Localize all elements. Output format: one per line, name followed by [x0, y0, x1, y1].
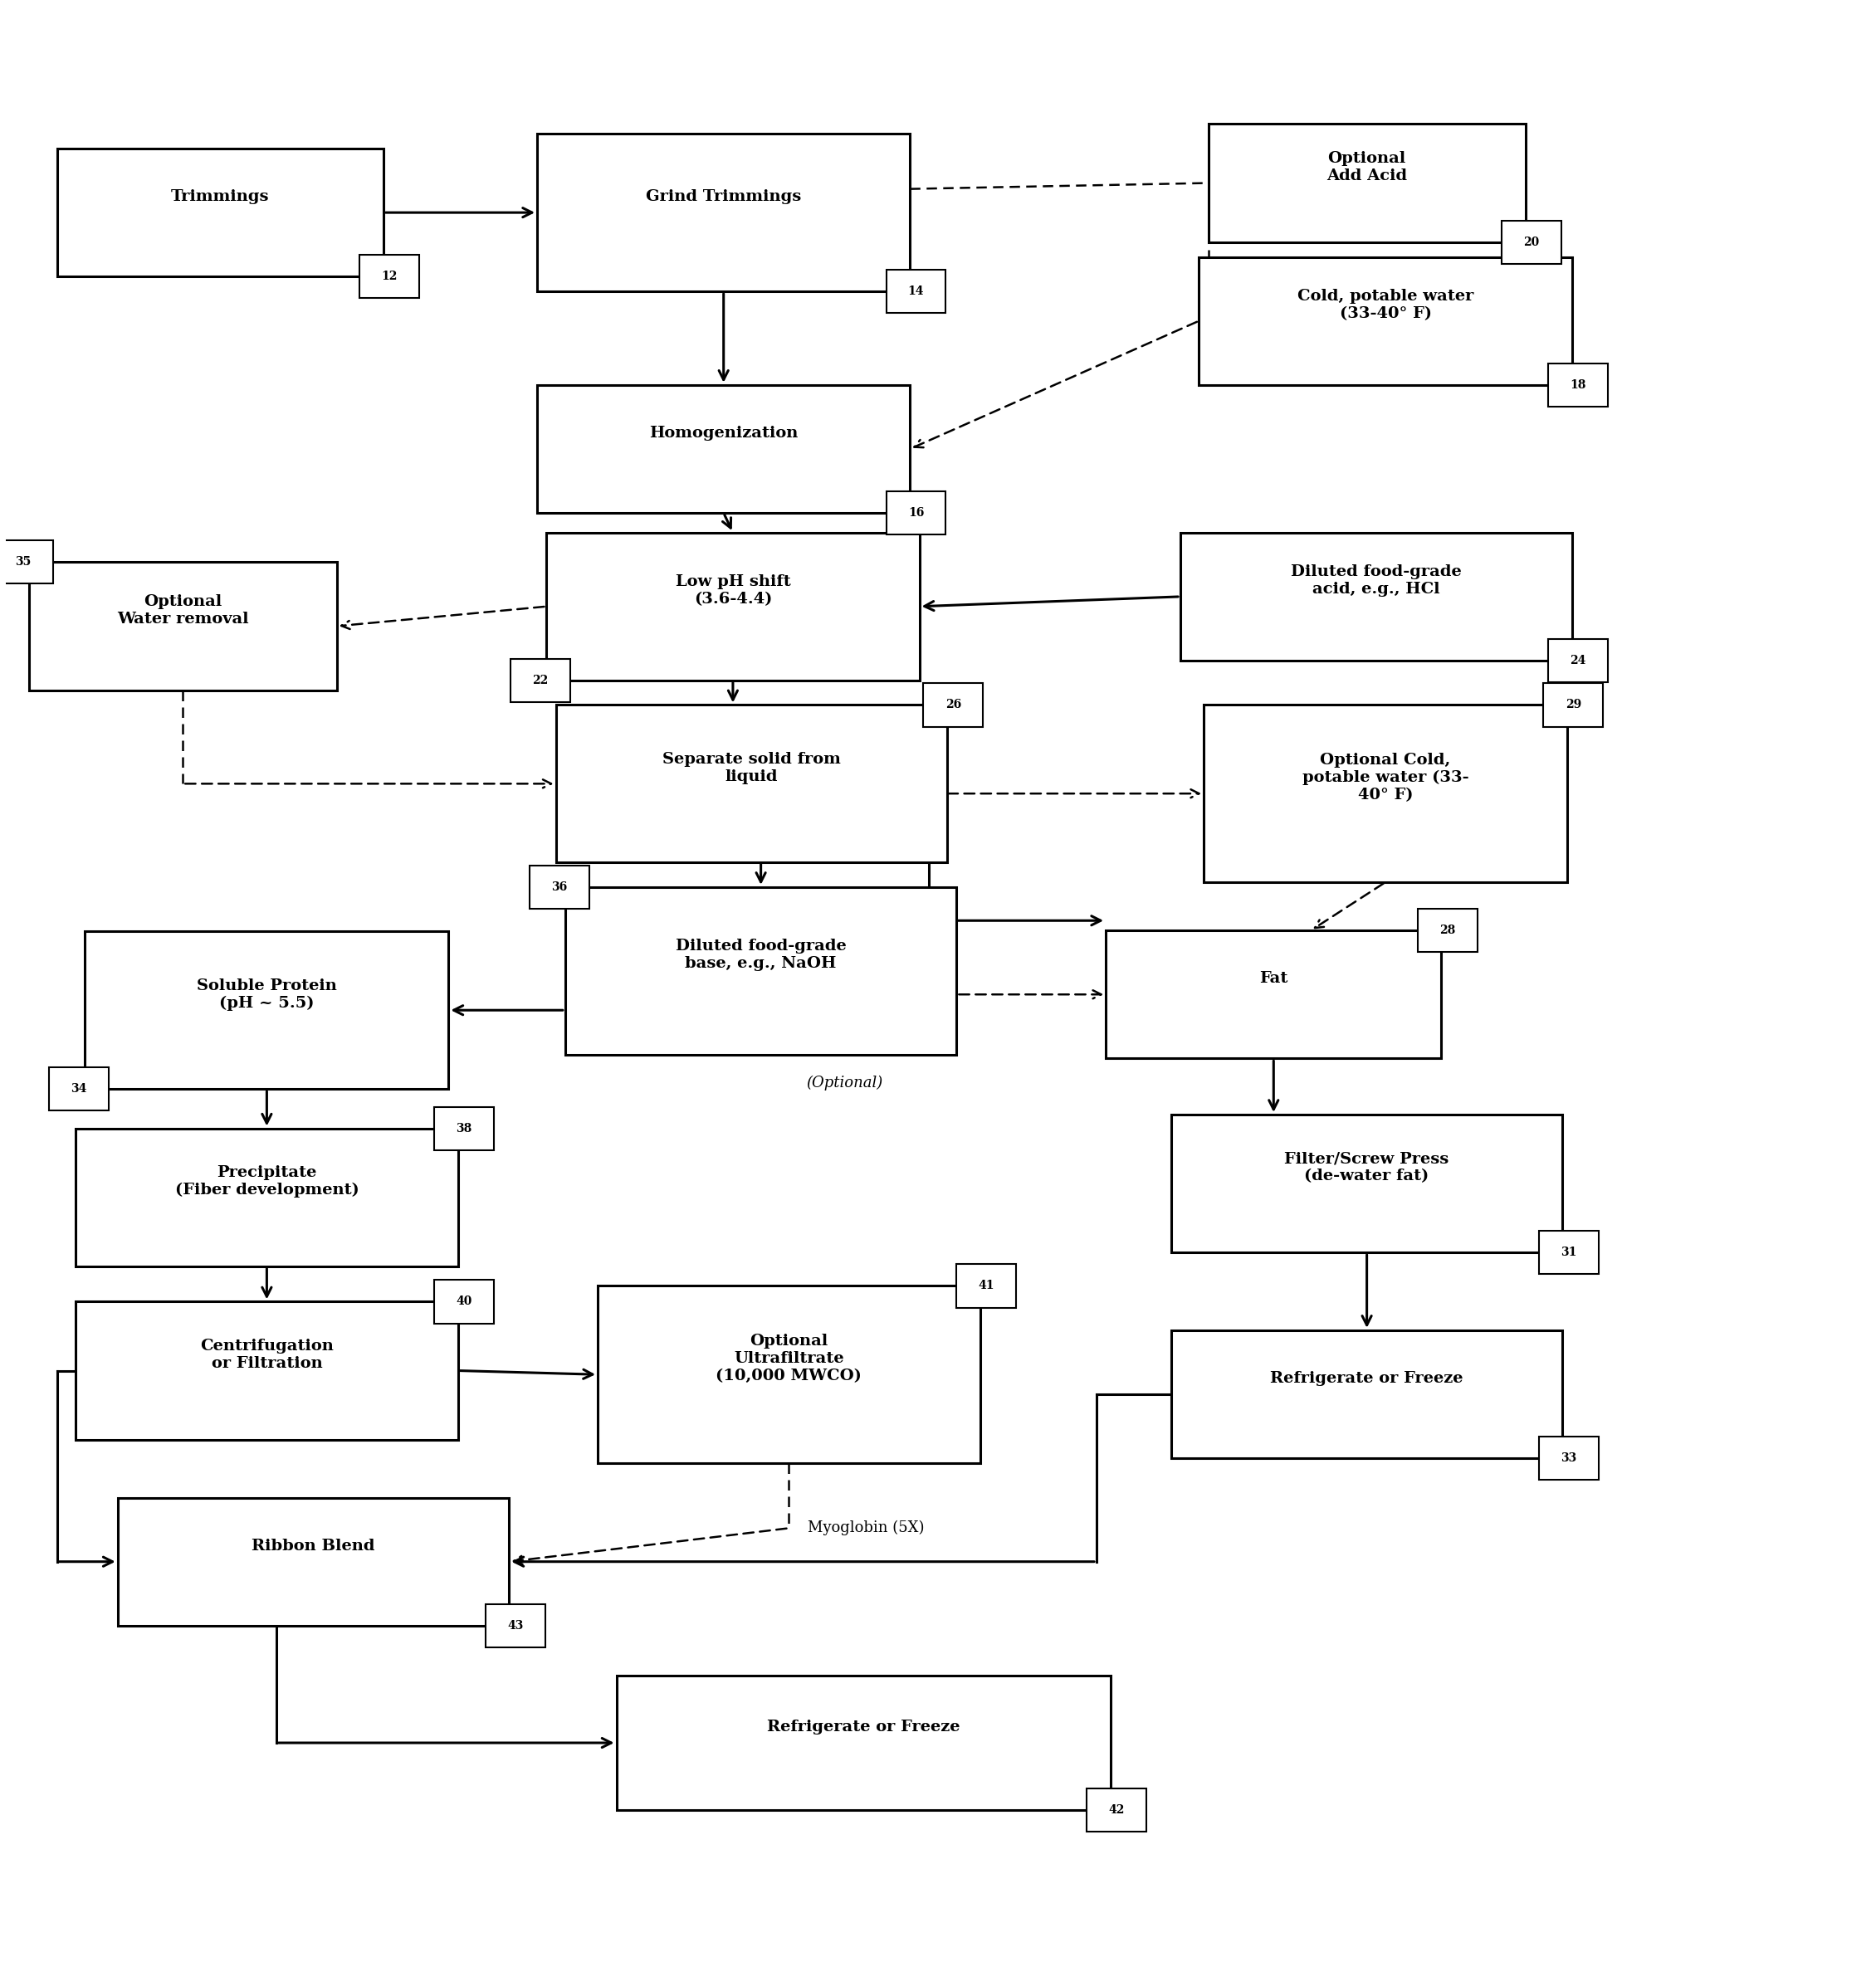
Text: 29: 29	[1565, 699, 1581, 711]
Bar	[598, 1286, 979, 1464]
Text: 38: 38	[456, 1123, 473, 1135]
Text: Myoglobin (5X): Myoglobin (5X)	[807, 1521, 925, 1535]
Text: 12: 12	[381, 271, 398, 283]
Bar	[1180, 533, 1572, 660]
Bar	[617, 1676, 1111, 1811]
Text: 33: 33	[1561, 1452, 1576, 1464]
Text: 42: 42	[1109, 1805, 1124, 1817]
Text: Optional Cold,
potable water (33-
40° F): Optional Cold, potable water (33- 40° F)	[1302, 753, 1469, 802]
Bar	[1548, 640, 1608, 681]
Text: 34: 34	[71, 1084, 86, 1095]
Text: Separate solid from
liquid: Separate solid from liquid	[662, 753, 840, 784]
Bar	[537, 384, 910, 513]
Text: 26: 26	[946, 699, 961, 711]
Bar	[565, 887, 957, 1054]
Bar	[1418, 909, 1476, 953]
Text: Precipitate
(Fiber development): Precipitate (Fiber development)	[174, 1165, 358, 1199]
Bar	[1544, 683, 1604, 727]
Bar	[555, 705, 947, 862]
Text: Optional
Add Acid: Optional Add Acid	[1326, 151, 1407, 184]
Bar	[1204, 705, 1566, 882]
Bar	[433, 1280, 493, 1323]
Text: Cold, potable water
(33-40° F): Cold, potable water (33-40° F)	[1298, 289, 1475, 321]
Bar	[957, 1264, 1015, 1307]
Text: (Optional): (Optional)	[807, 1076, 884, 1092]
Text: 18: 18	[1570, 378, 1585, 390]
Text: Soluble Protein
(pH ~ 5.5): Soluble Protein (pH ~ 5.5)	[197, 979, 338, 1010]
Bar	[923, 683, 983, 727]
Bar	[1199, 258, 1572, 384]
Bar	[1171, 1115, 1563, 1252]
Bar	[1105, 931, 1441, 1058]
Text: 35: 35	[15, 557, 32, 569]
Text: 43: 43	[507, 1620, 523, 1632]
Text: Grind Trimmings: Grind Trimmings	[645, 190, 801, 204]
Bar	[510, 658, 570, 701]
Bar	[546, 533, 919, 679]
Bar	[529, 866, 589, 909]
Bar	[1208, 125, 1525, 242]
Bar	[56, 149, 383, 277]
Bar	[360, 256, 418, 299]
Text: 22: 22	[533, 674, 548, 685]
Bar	[28, 563, 336, 689]
Text: Optional
Ultrafiltrate
(10,000 MWCO): Optional Ultrafiltrate (10,000 MWCO)	[717, 1333, 861, 1383]
Text: Diluted food-grade
acid, e.g., HCl: Diluted food-grade acid, e.g., HCl	[1291, 565, 1461, 596]
Text: 36: 36	[552, 882, 567, 893]
Bar	[75, 1129, 458, 1266]
Text: Refrigerate or Freeze: Refrigerate or Freeze	[1270, 1371, 1463, 1387]
Bar	[885, 269, 946, 313]
Text: 28: 28	[1439, 925, 1456, 937]
Text: 20: 20	[1523, 236, 1540, 248]
Text: Filter/Screw Press
(de-water fat): Filter/Screw Press (de-water fat)	[1285, 1151, 1448, 1185]
Text: 40: 40	[456, 1296, 473, 1307]
Text: 14: 14	[908, 285, 925, 297]
Bar	[75, 1302, 458, 1440]
Text: Ribbon Blend: Ribbon Blend	[251, 1539, 375, 1553]
Bar	[1171, 1329, 1563, 1458]
Text: Diluted food-grade
base, e.g., NaOH: Diluted food-grade base, e.g., NaOH	[675, 939, 846, 971]
Bar	[118, 1498, 508, 1626]
Bar	[0, 541, 53, 584]
Text: 41: 41	[977, 1280, 994, 1292]
Bar	[84, 931, 448, 1090]
Bar	[1501, 220, 1561, 263]
Text: Optional
Water removal: Optional Water removal	[116, 594, 250, 626]
Text: 24: 24	[1570, 656, 1585, 666]
Text: 16: 16	[908, 507, 925, 519]
Bar	[1086, 1789, 1146, 1832]
Bar	[486, 1605, 544, 1648]
Text: Homogenization: Homogenization	[649, 426, 797, 440]
Text: Trimmings: Trimmings	[171, 190, 270, 204]
Bar	[1538, 1436, 1598, 1480]
Text: 31: 31	[1561, 1246, 1576, 1258]
Text: Fat: Fat	[1259, 971, 1287, 987]
Text: Low pH shift
(3.6-4.4): Low pH shift (3.6-4.4)	[675, 574, 790, 606]
Bar	[49, 1068, 109, 1111]
Text: Refrigerate or Freeze: Refrigerate or Freeze	[767, 1720, 961, 1735]
Bar	[1538, 1230, 1598, 1274]
Bar	[885, 491, 946, 535]
Bar	[433, 1107, 493, 1151]
Bar	[537, 135, 910, 291]
Bar	[1548, 363, 1608, 406]
Text: Centrifugation
or Filtration: Centrifugation or Filtration	[201, 1339, 334, 1371]
